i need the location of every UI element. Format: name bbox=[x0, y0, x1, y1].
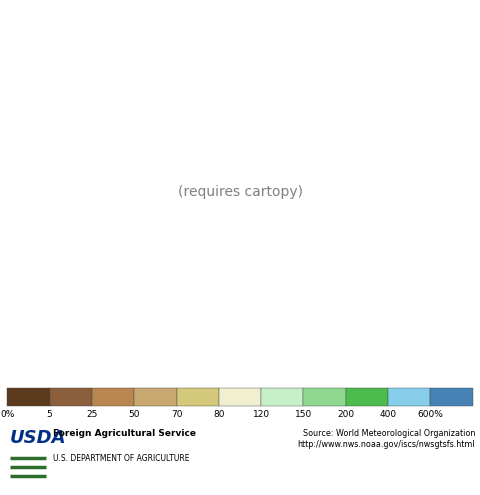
Text: 80: 80 bbox=[213, 410, 225, 419]
Text: 5: 5 bbox=[47, 410, 52, 419]
Text: 150: 150 bbox=[295, 410, 312, 419]
Bar bbox=[388, 388, 431, 406]
Text: 120: 120 bbox=[252, 410, 270, 419]
Text: USDA: USDA bbox=[10, 430, 66, 447]
Bar bbox=[303, 388, 346, 406]
Text: Foreign Agricultural Service: Foreign Agricultural Service bbox=[53, 430, 196, 439]
Text: 600%: 600% bbox=[418, 410, 444, 419]
Bar bbox=[7, 388, 49, 406]
Bar bbox=[219, 388, 261, 406]
Text: U.S. DEPARTMENT OF AGRICULTURE: U.S. DEPARTMENT OF AGRICULTURE bbox=[53, 454, 189, 463]
Bar bbox=[134, 388, 177, 406]
Text: 50: 50 bbox=[129, 410, 140, 419]
Bar bbox=[431, 388, 473, 406]
Text: Source: World Meteorological Organization
http://www.nws.noaa.gov/iscs/nwsgtsfs.: Source: World Meteorological Organizatio… bbox=[298, 430, 475, 449]
Text: 70: 70 bbox=[171, 410, 182, 419]
Text: 200: 200 bbox=[337, 410, 354, 419]
Bar bbox=[261, 388, 303, 406]
Text: 0%: 0% bbox=[0, 410, 14, 419]
Bar bbox=[346, 388, 388, 406]
Text: (requires cartopy): (requires cartopy) bbox=[178, 185, 302, 198]
Bar bbox=[49, 388, 92, 406]
Text: 25: 25 bbox=[86, 410, 97, 419]
Bar bbox=[177, 388, 219, 406]
Text: 400: 400 bbox=[380, 410, 396, 419]
Bar bbox=[92, 388, 134, 406]
